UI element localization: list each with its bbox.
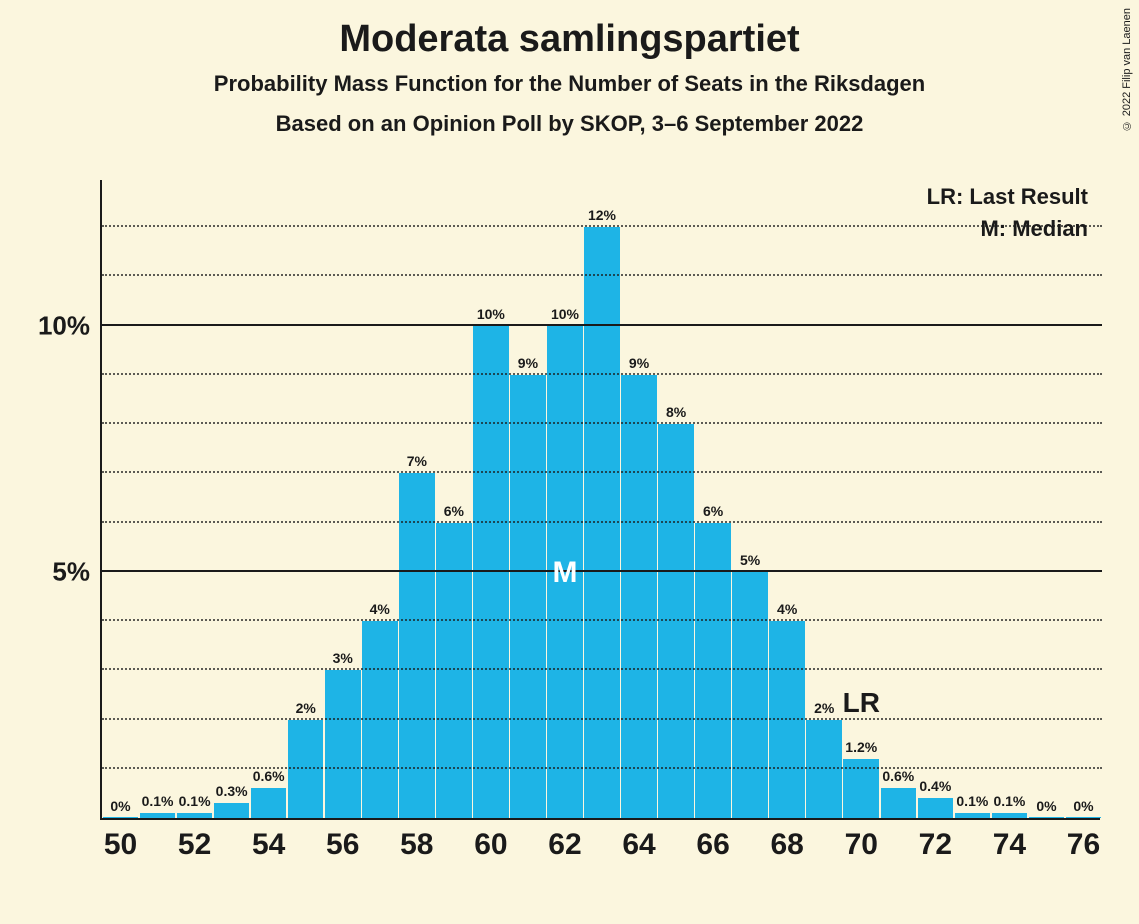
bar [621, 375, 657, 818]
bar-value-label: 0% [1073, 798, 1093, 814]
x-axis-label: 60 [474, 828, 507, 862]
bar-value-label: 2% [814, 700, 834, 716]
gridline-minor [102, 422, 1102, 424]
x-axis-label: 64 [622, 828, 655, 862]
gridline-minor [102, 274, 1102, 276]
bar-value-label: 10% [551, 306, 579, 322]
bar-value-label: 9% [518, 355, 538, 371]
bar-value-label: 2% [296, 700, 316, 716]
bar-value-label: 6% [703, 503, 723, 519]
chart-subtitle-2: Based on an Opinion Poll by SKOP, 3–6 Se… [0, 111, 1139, 137]
x-axis-label: 68 [770, 828, 803, 862]
bar [103, 817, 139, 818]
bar [1029, 817, 1065, 818]
bar-value-label: 0% [1036, 798, 1056, 814]
x-axis-label: 56 [326, 828, 359, 862]
bar-value-label: 7% [407, 453, 427, 469]
gridline-minor [102, 373, 1102, 375]
x-axis-label: 54 [252, 828, 285, 862]
bar [510, 375, 546, 818]
bar-value-label: 1.2% [845, 739, 877, 755]
bar-value-label: 0.6% [253, 768, 285, 784]
copyright-text: © 2022 Filip van Laenen [1121, 8, 1133, 131]
gridline-minor [102, 471, 1102, 473]
bar-value-label: 0.3% [216, 783, 248, 799]
x-axis-label: 52 [178, 828, 211, 862]
x-axis-label: 66 [696, 828, 729, 862]
x-axis-label: 76 [1067, 828, 1100, 862]
bar [140, 813, 176, 818]
bar-value-label: 5% [740, 552, 760, 568]
gridline-minor [102, 767, 1102, 769]
gridline-minor [102, 225, 1102, 227]
bar [955, 813, 991, 818]
x-axis-label: 62 [548, 828, 581, 862]
x-axis-label: 72 [919, 828, 952, 862]
bar-value-label: 3% [333, 650, 353, 666]
bar [695, 523, 731, 818]
last-result-marker: LR [843, 687, 880, 719]
y-axis-label: 5% [52, 556, 90, 587]
chart-area: LR: Last Result M: Median 0%0.1%0.1%0.3%… [100, 180, 1100, 820]
bar [325, 670, 361, 818]
bar [214, 803, 250, 818]
plot-region: 0% 0.1% 0.1% 0.3% 0.6% 2% 3% 4% 7% 6% 10% 9% 10% 12% 9… [100, 180, 1100, 820]
bar [992, 813, 1028, 818]
x-axis-label: 74 [993, 828, 1026, 862]
bar-value-label: 0.1% [956, 793, 988, 809]
y-axis-label: 10% [38, 310, 90, 341]
x-axis-label: 50 [104, 828, 137, 862]
bar-value-label: 0.1% [179, 793, 211, 809]
x-axis-label: 58 [400, 828, 433, 862]
bar-value-label: 0.1% [993, 793, 1025, 809]
bar-value-label: 8% [666, 404, 686, 420]
gridline-minor [102, 718, 1102, 720]
bar-value-label: 6% [444, 503, 464, 519]
bar-value-label: 4% [370, 601, 390, 617]
gridline-major [102, 324, 1102, 326]
bar [251, 788, 287, 818]
bar-value-label: 0.1% [142, 793, 174, 809]
gridline-major [102, 570, 1102, 572]
chart-subtitle-1: Probability Mass Function for the Number… [0, 71, 1139, 97]
bar-value-label: 0.6% [882, 768, 914, 784]
bar-value-label: 4% [777, 601, 797, 617]
bar [177, 813, 213, 818]
gridline-minor [102, 521, 1102, 523]
bar [658, 424, 694, 818]
bar-value-label: 10% [477, 306, 505, 322]
bar [1066, 817, 1102, 818]
median-marker: M [552, 556, 577, 590]
bar-value-label: 0% [110, 798, 130, 814]
gridline-minor [102, 619, 1102, 621]
bar [732, 572, 768, 818]
gridline-minor [102, 668, 1102, 670]
bar-value-label: 12% [588, 207, 616, 223]
bar [881, 788, 917, 818]
x-axis-label: 70 [845, 828, 878, 862]
bar-value-label: 0.4% [919, 778, 951, 794]
bar [918, 798, 954, 818]
bar [436, 523, 472, 818]
bar-value-label: 9% [629, 355, 649, 371]
chart-title: Moderata samlingspartiet [0, 0, 1139, 61]
